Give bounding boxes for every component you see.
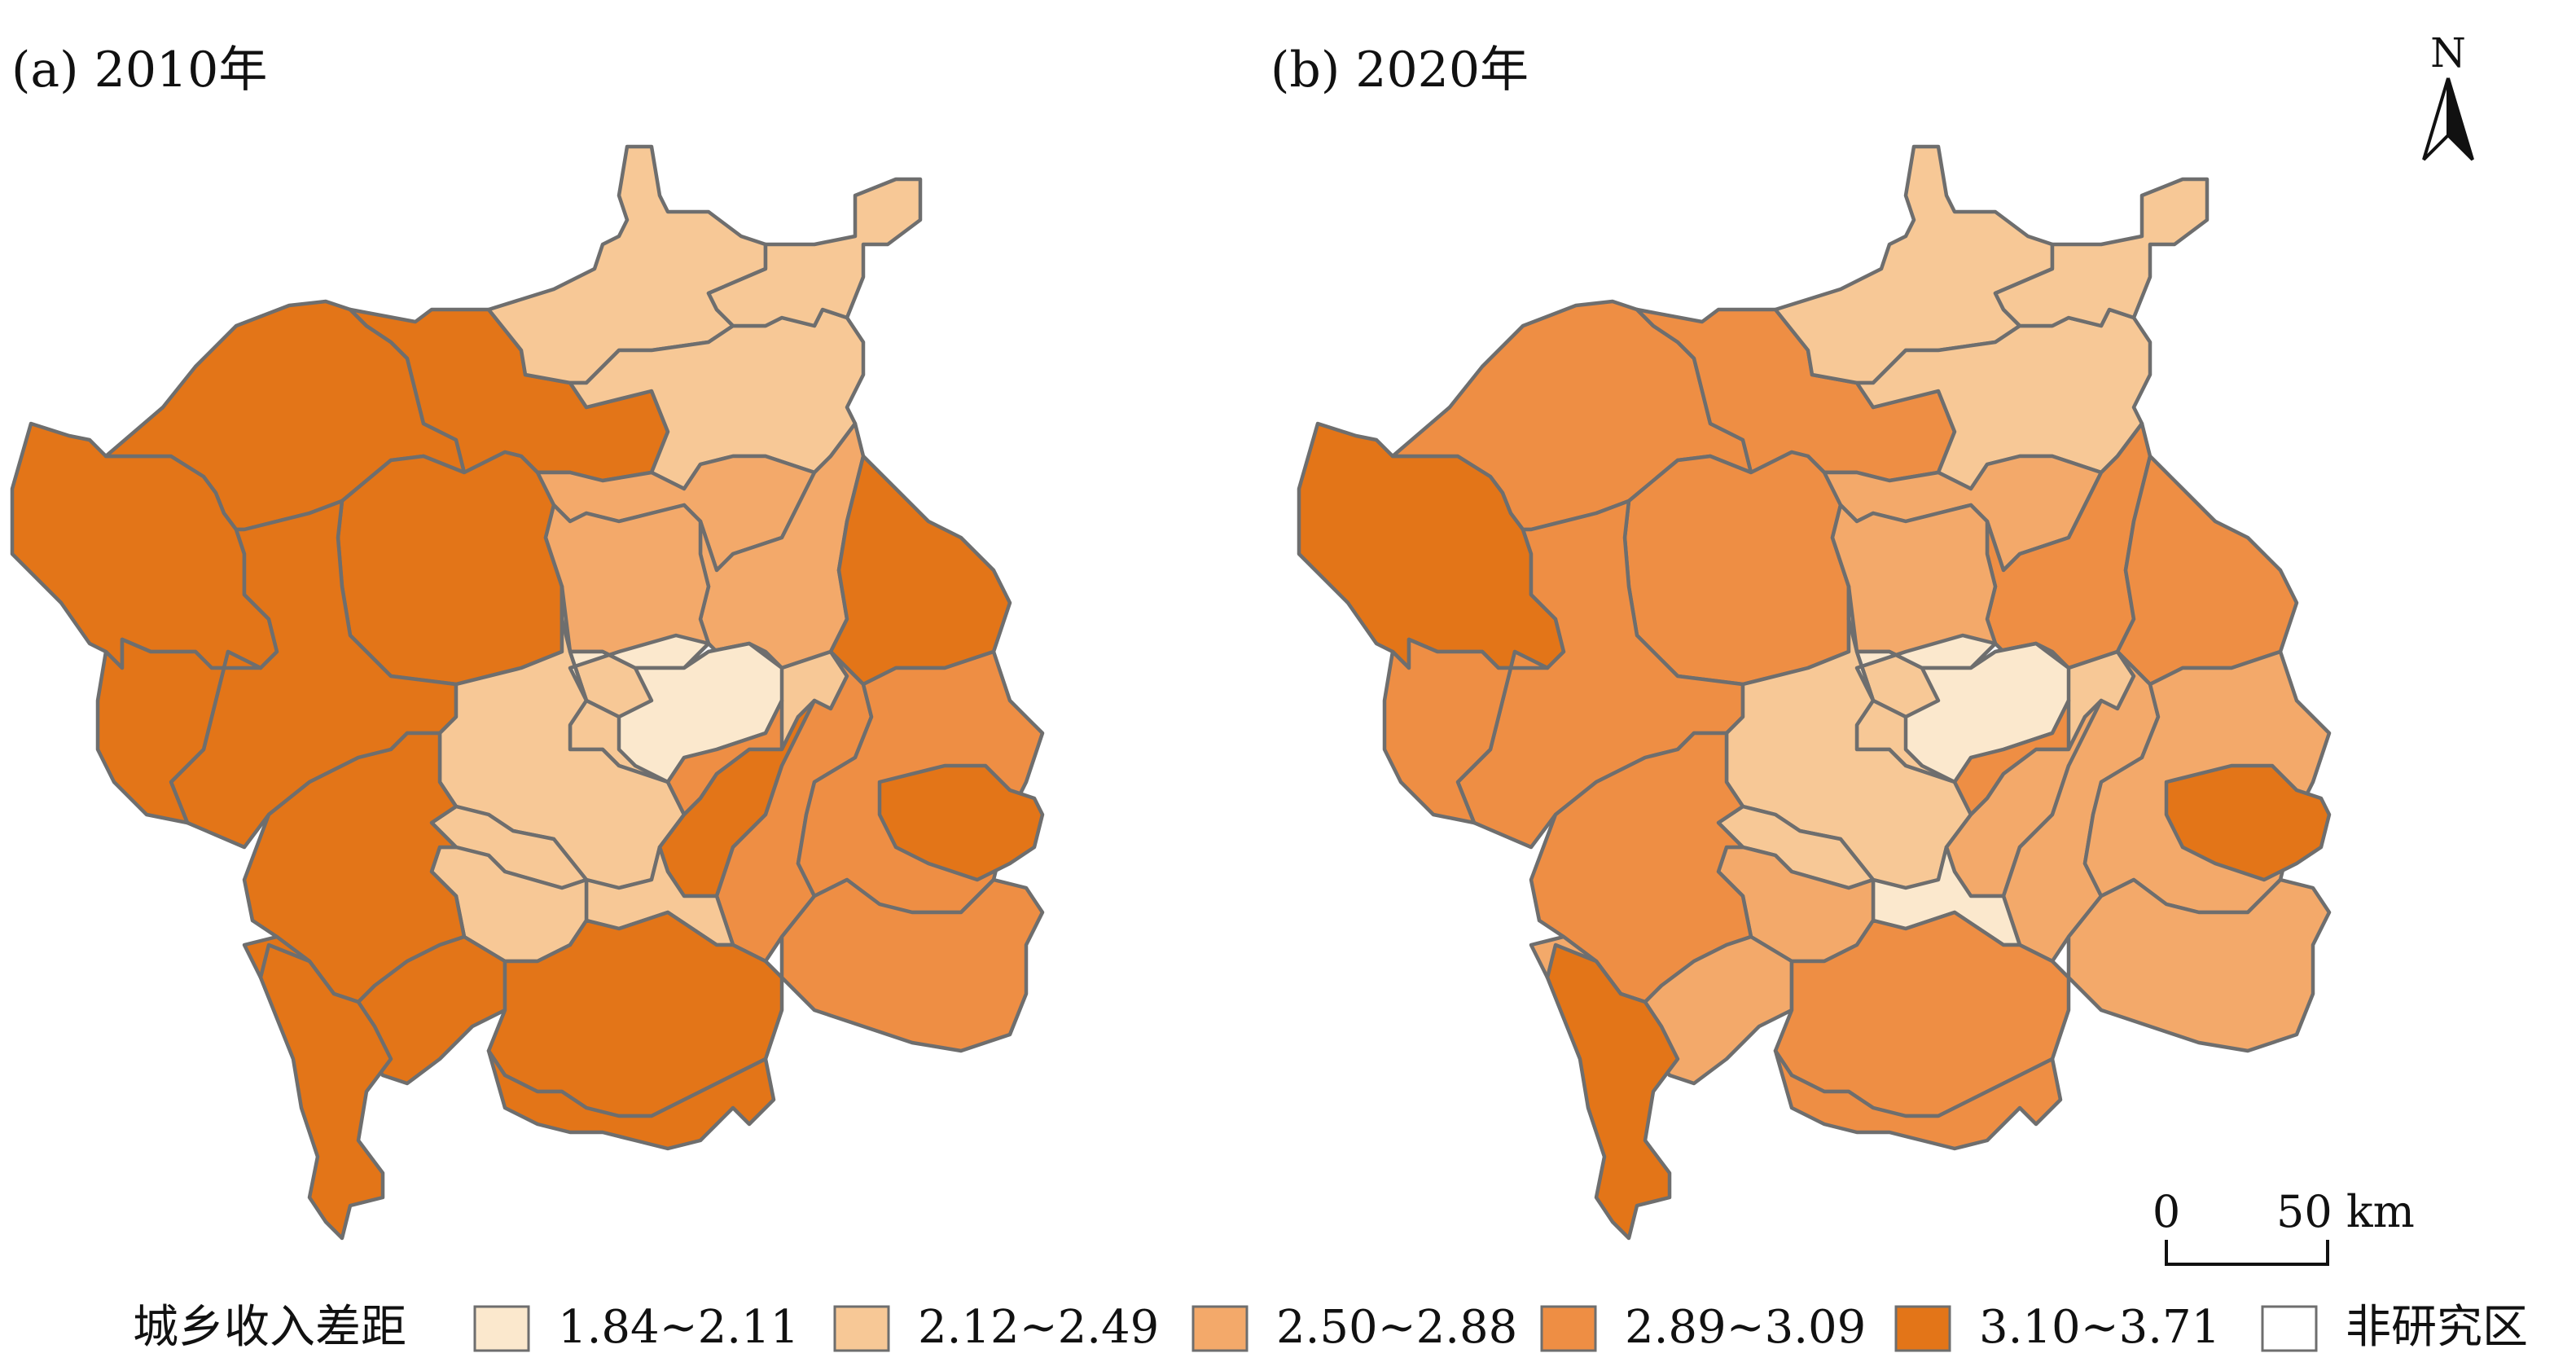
map-region: [1455, 499, 1745, 850]
legend-label-6: 非研究区: [2346, 1301, 2528, 1354]
scale-end-label: 50 km: [2276, 1186, 2415, 1237]
legend-label-5: 3.10~3.71: [1979, 1301, 2220, 1354]
legend-item: 2.12~2.49: [833, 1301, 1159, 1354]
map-region: [779, 877, 1045, 1053]
scale-bar-line: [2165, 1240, 2329, 1266]
map-region: [1773, 1048, 2063, 1151]
region-group-2020: [1297, 144, 2332, 1241]
legend-item: 非研究区: [2261, 1301, 2528, 1354]
north-arrow-right-half: [2447, 77, 2474, 161]
north-arrow-icon: N: [2422, 29, 2474, 161]
map-region: [2115, 454, 2299, 687]
scale-start-label: 0: [2153, 1186, 2180, 1237]
legend-swatch-1: [473, 1305, 530, 1352]
map-region: [95, 637, 263, 825]
map-region: [560, 617, 711, 703]
map-region: [706, 177, 923, 328]
north-arrow-left-half: [2422, 77, 2450, 161]
legend-swatch-2: [833, 1305, 890, 1352]
map-region: [2066, 877, 2332, 1053]
legend-item: 2.50~2.88: [1191, 1301, 1517, 1354]
map-region: [1846, 617, 1998, 703]
legend-item: 3.10~3.71: [1894, 1301, 2220, 1354]
map-region: [336, 450, 573, 687]
map-region: [828, 454, 1012, 687]
legend-item: 2.89~3.09: [1540, 1301, 1866, 1354]
legend-label-2: 2.12~2.49: [918, 1301, 1159, 1354]
map-region: [1622, 450, 1859, 687]
legend-label-4: 2.89~3.09: [1625, 1301, 1866, 1354]
map-panel-2020: (b) 2020年: [1270, 42, 2332, 1241]
legend-label-1: 1.84~2.11: [558, 1301, 799, 1354]
panel-title-2010: (a) 2010年: [11, 42, 267, 99]
map-region: [1993, 177, 2210, 328]
panel-title-2020: (b) 2020年: [1270, 42, 1529, 99]
region-group-2010: [10, 144, 1045, 1241]
map-region: [258, 942, 393, 1241]
map-region: [1545, 942, 1680, 1241]
legend-swatch-5: [1894, 1305, 1951, 1352]
legend-swatch-6: [2261, 1305, 2318, 1352]
map-region: [169, 499, 459, 850]
map-region: [2164, 763, 2332, 882]
legend-swatch-3: [1191, 1305, 1249, 1352]
scale-bar: 0 50 km: [2153, 1186, 2415, 1266]
legend-swatch-4: [1540, 1305, 1597, 1352]
map-panel-2010: (a) 2010年: [10, 42, 1045, 1241]
legend-label-3: 2.50~2.88: [1276, 1301, 1517, 1354]
north-label: N: [2430, 29, 2466, 77]
map-region: [1382, 637, 1550, 825]
legend-title: 城乡收入差距: [133, 1301, 406, 1354]
map-region: [877, 763, 1045, 882]
legend-item: 1.84~2.11: [473, 1301, 799, 1354]
map-region: [486, 1048, 776, 1151]
legend: 城乡收入差距 1.84~2.11 2.12~2.49 2.50~2.88 2.8…: [133, 1301, 2528, 1354]
